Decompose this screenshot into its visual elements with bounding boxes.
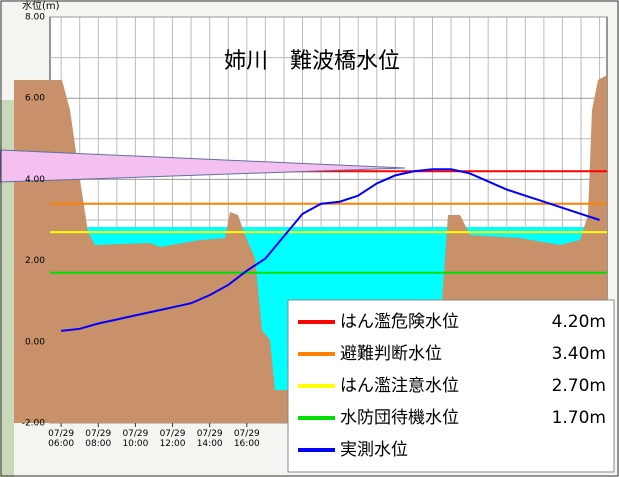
threshold-value-label: 1.70m [552,408,606,428]
series-line [61,168,600,332]
x-tick-label: 07/29 06:00 [48,429,74,449]
y-tick-label: 4.00 [25,175,45,185]
legend-label: はん濫危険水位 [340,312,459,332]
chart-title: 姉川 難波橋水位 [224,49,400,74]
legend-label: はん濫注意水位 [340,376,459,396]
x-tick-label: 07/29 14:00 [197,429,223,449]
y-tick-label: -2.00 [22,419,46,429]
legend-label: 避難判断水位 [340,344,442,364]
legend-label: 水防団待機水位 [340,408,459,428]
map-strip [0,100,14,477]
y-tick-label: 0.00 [25,337,45,347]
x-tick-label: 07/29 16:00 [234,429,260,449]
y-tick-label: 2.00 [25,256,45,266]
left-bank [14,80,50,423]
threshold-value-label: 3.40m [552,344,606,364]
legend-entries: はん濫危険水位 4.20m 避難判断水位 3.40m はん濫注意水位 2.70m 水防団待機… [298,312,606,460]
y-tick-label: 8.00 [25,13,45,23]
y-axis-label: 水位(m) [22,0,60,12]
threshold-value-label: 4.20m [552,312,606,332]
x-tick-label: 07/29 12:00 [160,429,186,449]
x-tick-label: 07/29 08:00 [85,429,111,449]
legend-label: 実測水位 [340,440,408,460]
threshold-value-label: 2.70m [552,376,606,396]
legend [287,299,615,473]
callout [0,149,406,183]
x-tick-label: 07/29 10:00 [122,429,148,449]
y-tick-label: 6.00 [25,94,45,104]
